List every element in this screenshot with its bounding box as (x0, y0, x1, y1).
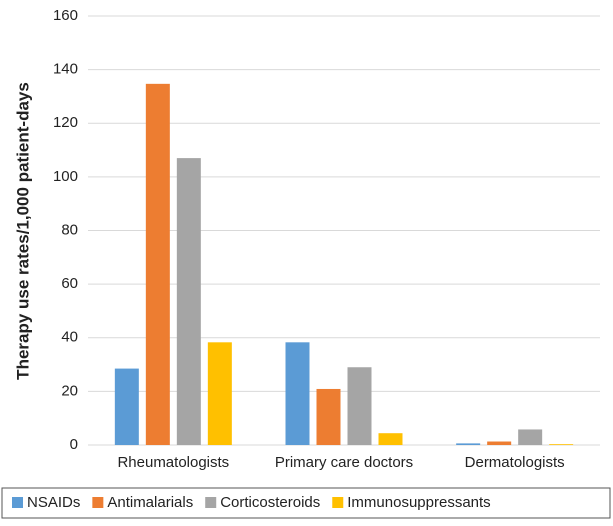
bar (518, 429, 543, 445)
bar (549, 444, 574, 445)
y-axis-label: Therapy use rates/1,000 patient-days (13, 82, 32, 380)
bar (145, 83, 170, 445)
bar (316, 388, 341, 445)
x-tick-label: Rheumatologists (117, 454, 229, 471)
x-tick-label: Primary care doctors (275, 454, 413, 471)
legend-label: Immunosuppressants (347, 494, 490, 511)
bar (285, 342, 310, 445)
bar (176, 158, 201, 445)
legend-label: NSAIDs (27, 494, 80, 511)
bar (378, 433, 403, 445)
y-tick-label: 140 (53, 61, 78, 78)
y-tick-label: 100 (53, 168, 78, 185)
legend-swatch (332, 497, 344, 508)
bar (347, 367, 372, 445)
y-tick-label: 20 (61, 382, 78, 399)
legend-swatch (12, 497, 23, 508)
y-tick-label: 40 (61, 329, 78, 346)
bar (456, 443, 481, 445)
y-tick-label: 120 (53, 114, 78, 131)
bar (114, 368, 139, 445)
y-tick-label: 0 (70, 436, 78, 453)
x-tick-label: Dermatologists (465, 454, 565, 471)
legend-swatch (205, 497, 217, 508)
legend-label: Antimalarials (107, 494, 193, 511)
bar (207, 342, 232, 445)
y-tick-label: 160 (53, 7, 78, 24)
bar (487, 441, 512, 445)
y-tick-label: 80 (61, 221, 78, 238)
legend-swatch (92, 497, 104, 508)
legend-box (1, 487, 611, 519)
legend-label: Corticosteroids (220, 494, 320, 511)
y-tick-label: 60 (61, 275, 78, 292)
